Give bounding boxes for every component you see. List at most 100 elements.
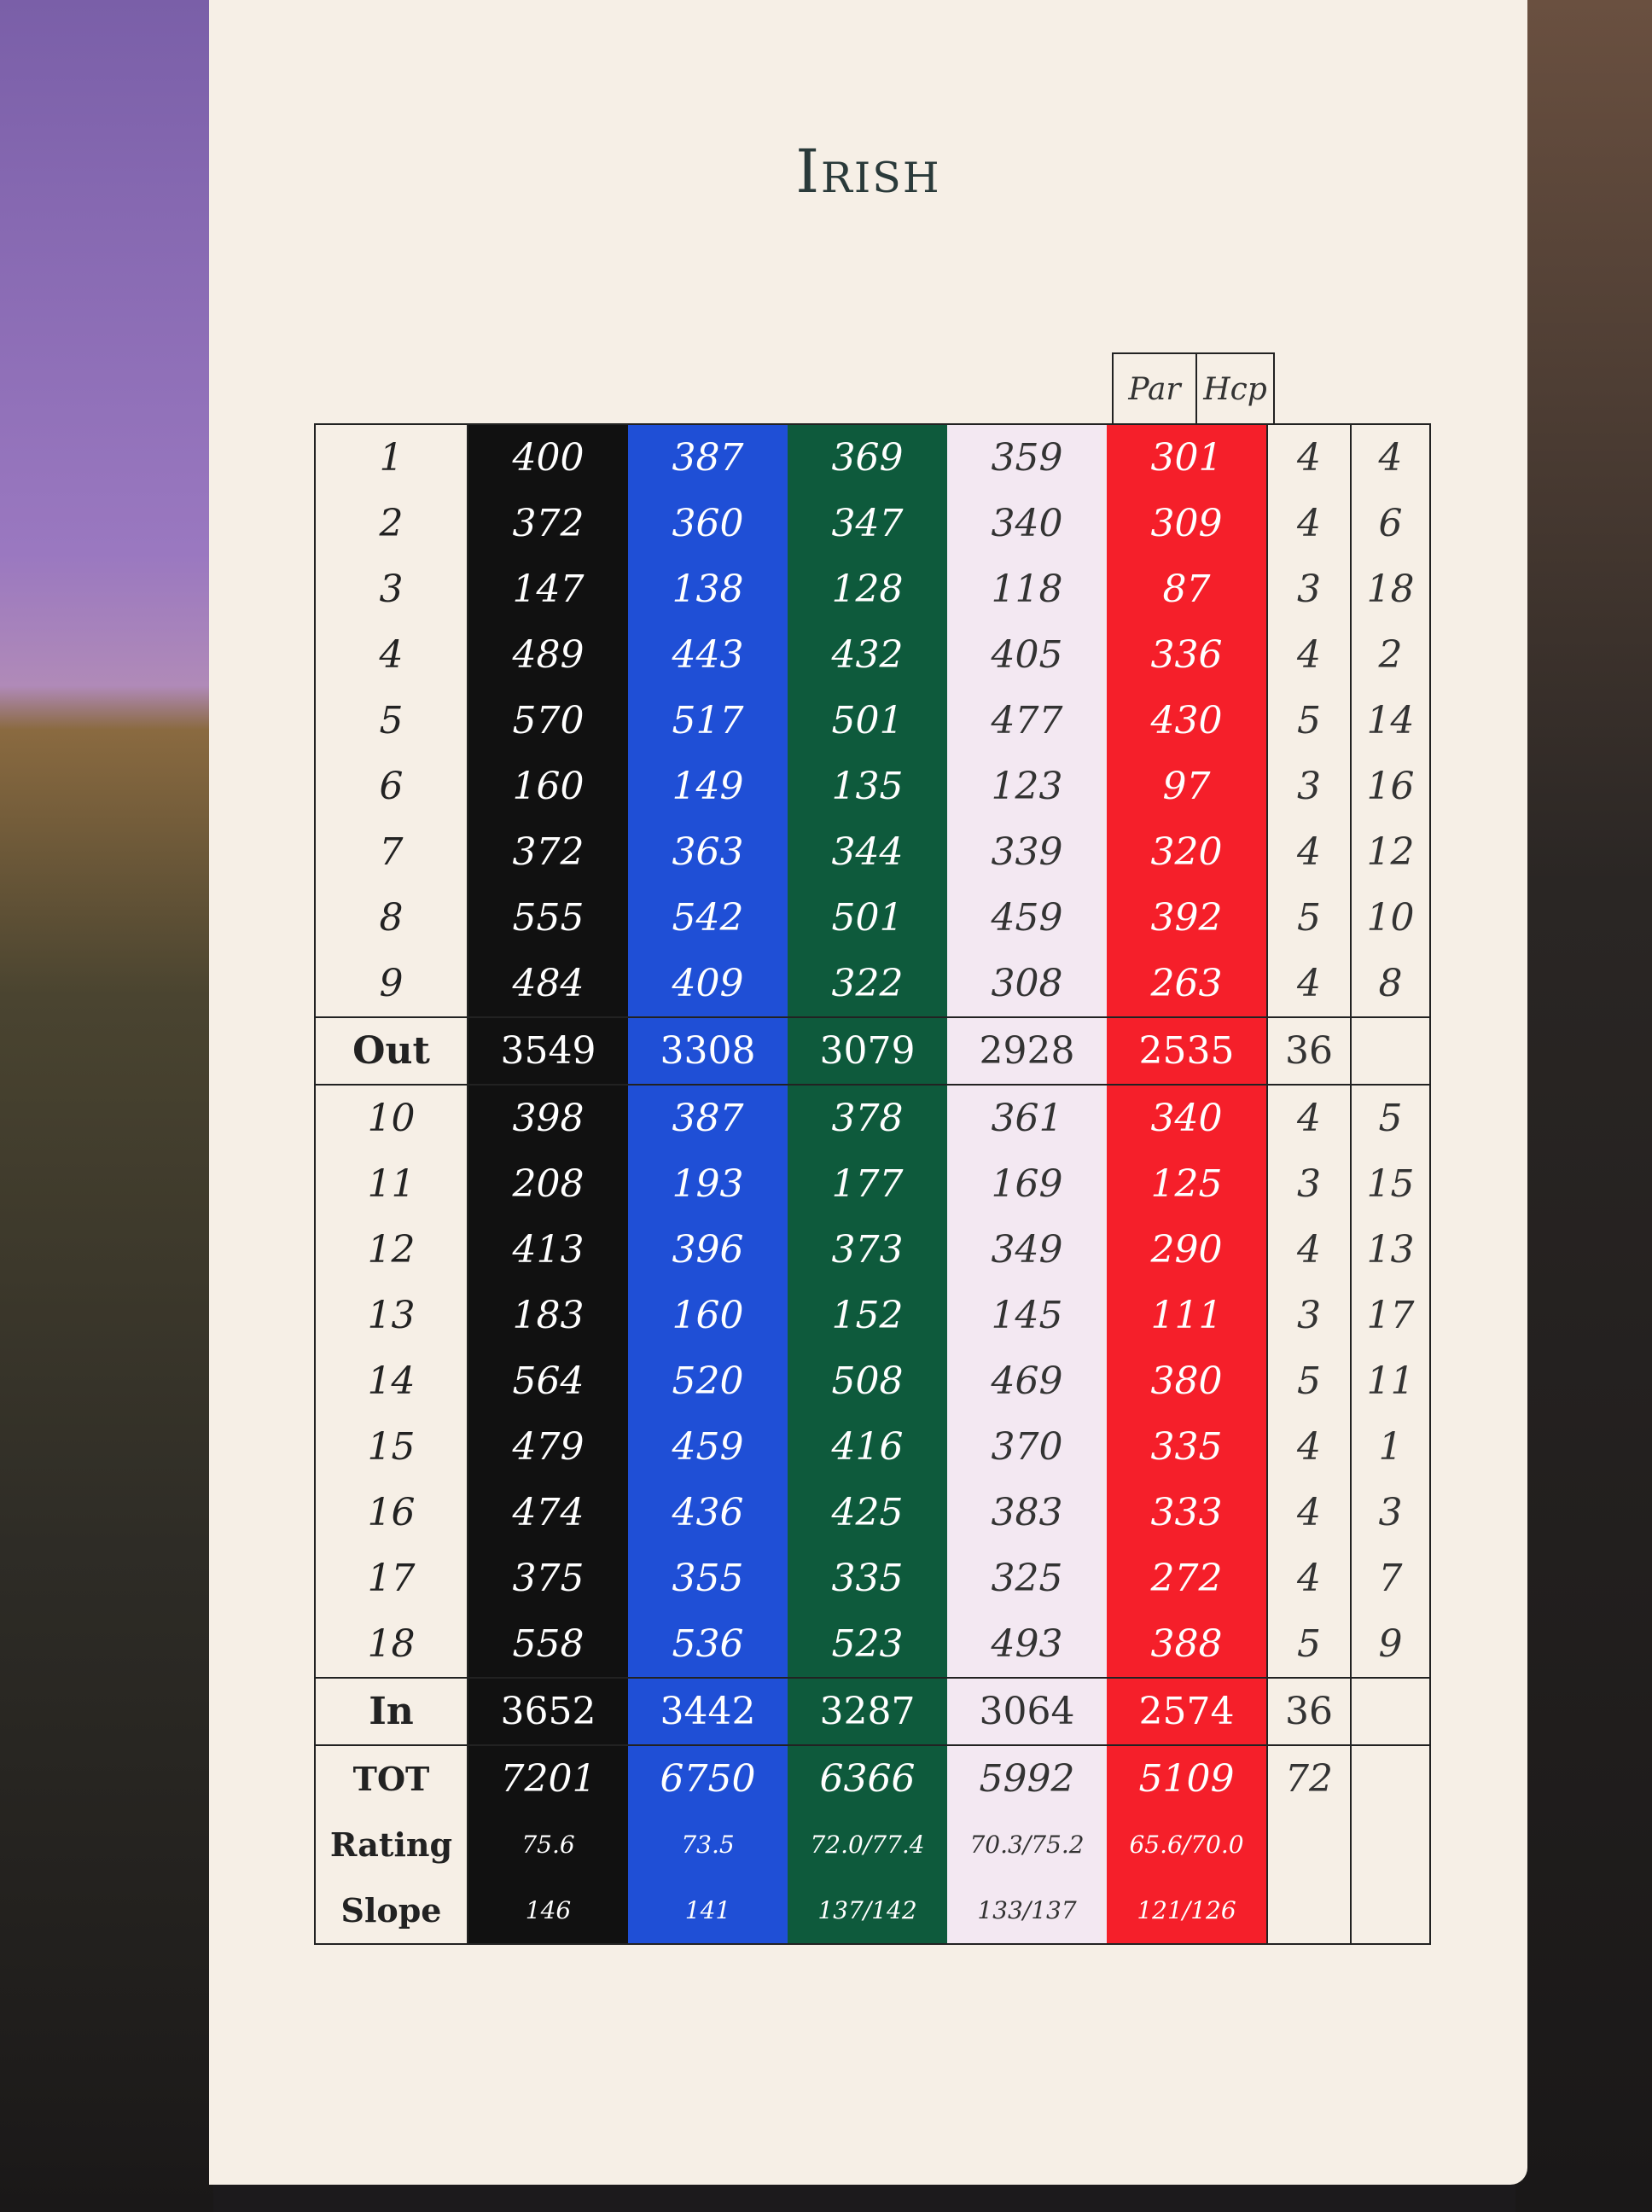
table-row: 6 160 149 135 123 97 3 16 [314, 754, 1431, 819]
par-cell: 3 [1266, 1283, 1352, 1348]
table-row: TOT 7201 6750 6366 5992 5109 72 [314, 1744, 1431, 1812]
yardage-cell: 555 [468, 885, 628, 951]
par-cell: 4 [1266, 423, 1352, 491]
yardage-cell: 484 [468, 951, 628, 1017]
yardage-cell: 558 [468, 1611, 628, 1678]
yardage-cell: 339 [947, 819, 1107, 885]
page-title: Irish [795, 137, 941, 207]
yardage-cell: 372 [468, 819, 628, 885]
yardage-cell: 474 [468, 1480, 628, 1545]
hole-label: TOT [314, 1744, 468, 1812]
table-row: Out 3549 3308 3079 2928 2535 36 [314, 1016, 1431, 1086]
yardage-cell: 344 [788, 819, 947, 885]
table-row: 10 398 387 378 361 340 4 5 [314, 1085, 1431, 1151]
table-row: 4 489 443 432 405 336 4 2 [314, 622, 1431, 688]
hcp-cell: 2 [1351, 622, 1431, 688]
hcp-cell: 13 [1351, 1217, 1431, 1283]
hcp-cell: 17 [1351, 1283, 1431, 1348]
yardage-cell: 369 [788, 423, 947, 491]
yardage-cell: 70.3/75.2 [947, 1812, 1107, 1877]
yardage-cell: 3064 [947, 1677, 1107, 1746]
hole-label: 15 [314, 1414, 468, 1480]
yardage-cell: 75.6 [468, 1812, 628, 1877]
yardage-cell: 152 [788, 1283, 947, 1348]
yardage-cell: 141 [628, 1877, 788, 1945]
hcp-cell: 6 [1351, 491, 1431, 556]
yardage-cell: 378 [788, 1085, 947, 1151]
yardage-cell: 3549 [468, 1016, 628, 1086]
yardage-cell: 396 [628, 1217, 788, 1283]
yardage-cell: 193 [628, 1151, 788, 1217]
hole-label: 17 [314, 1545, 468, 1611]
yardage-cell: 149 [628, 754, 788, 819]
hcp-cell: 8 [1351, 951, 1431, 1017]
yardage-cell: 398 [468, 1085, 628, 1151]
hole-label: 5 [314, 688, 468, 754]
hcp-cell [1351, 1744, 1431, 1812]
par-cell: 72 [1266, 1744, 1352, 1812]
yardage-cell: 520 [628, 1348, 788, 1414]
par-cell: 36 [1266, 1016, 1352, 1086]
par-cell: 4 [1266, 1480, 1352, 1545]
hcp-cell: 5 [1351, 1085, 1431, 1151]
yardage-cell: 160 [628, 1283, 788, 1348]
yardage-cell: 301 [1107, 423, 1267, 491]
yardage-cell: 392 [1107, 885, 1267, 951]
hcp-cell: 16 [1351, 754, 1431, 819]
hole-label: 7 [314, 819, 468, 885]
yardage-cell: 347 [788, 491, 947, 556]
yardage-cell: 340 [1107, 1085, 1267, 1151]
yardage-cell: 121/126 [1107, 1877, 1267, 1945]
yardage-cell: 147 [468, 556, 628, 622]
hole-label: 4 [314, 622, 468, 688]
background-photo [0, 0, 213, 2212]
par-header: Par [1114, 354, 1197, 425]
table-row: Slope 146 141 137/142 133/137 121/126 [314, 1877, 1431, 1945]
yardage-cell: 128 [788, 556, 947, 622]
yardage-cell: 3442 [628, 1677, 788, 1746]
par-cell: 4 [1266, 951, 1352, 1017]
hcp-cell: 1 [1351, 1414, 1431, 1480]
yardage-cell: 333 [1107, 1480, 1267, 1545]
hcp-cell: 11 [1351, 1348, 1431, 1414]
par-cell [1266, 1877, 1352, 1945]
hole-label: 8 [314, 885, 468, 951]
yardage-cell: 135 [788, 754, 947, 819]
hole-label: 14 [314, 1348, 468, 1414]
yardage-cell: 355 [628, 1545, 788, 1611]
table-row: Rating 75.6 73.5 72.0/77.4 70.3/75.2 65.6/70.… [314, 1812, 1431, 1877]
yardage-cell: 133/137 [947, 1877, 1107, 1945]
yardage-cell: 375 [468, 1545, 628, 1611]
yardage-cell: 2535 [1107, 1016, 1267, 1086]
scorecard: Irish Par Hcp 1 400 387 369 359 301 4 4 2 372 360 3… [209, 0, 1527, 2185]
yardage-cell: 6750 [628, 1744, 788, 1812]
yardage-cell: 361 [947, 1085, 1107, 1151]
yardage-cell: 387 [628, 1085, 788, 1151]
table-row: 16 474 436 425 383 333 4 3 [314, 1480, 1431, 1545]
yardage-cell: 359 [947, 423, 1107, 491]
yardage-cell: 349 [947, 1217, 1107, 1283]
hole-label: 1 [314, 423, 468, 491]
yardage-cell: 400 [468, 423, 628, 491]
yardage-cell: 3652 [468, 1677, 628, 1746]
hcp-cell: 4 [1351, 423, 1431, 491]
hcp-cell [1351, 1016, 1431, 1086]
yardage-cell: 570 [468, 688, 628, 754]
yardage-cell: 436 [628, 1480, 788, 1545]
yardage-cell: 325 [947, 1545, 1107, 1611]
yardage-cell: 123 [947, 754, 1107, 819]
par-cell: 36 [1266, 1677, 1352, 1746]
hcp-cell: 7 [1351, 1545, 1431, 1611]
table-row: 1 400 387 369 359 301 4 4 [314, 423, 1431, 491]
yardage-cell: 320 [1107, 819, 1267, 885]
table-row: 7 372 363 344 339 320 4 12 [314, 819, 1431, 885]
par-cell [1266, 1812, 1352, 1877]
table-row: 11 208 193 177 169 125 3 15 [314, 1151, 1431, 1217]
hcp-cell: 10 [1351, 885, 1431, 951]
yardage-cell: 501 [788, 885, 947, 951]
par-cell: 5 [1266, 1611, 1352, 1678]
yardage-cell: 489 [468, 622, 628, 688]
yardage-cell: 443 [628, 622, 788, 688]
hole-label: 9 [314, 951, 468, 1017]
yardage-cell: 7201 [468, 1744, 628, 1812]
